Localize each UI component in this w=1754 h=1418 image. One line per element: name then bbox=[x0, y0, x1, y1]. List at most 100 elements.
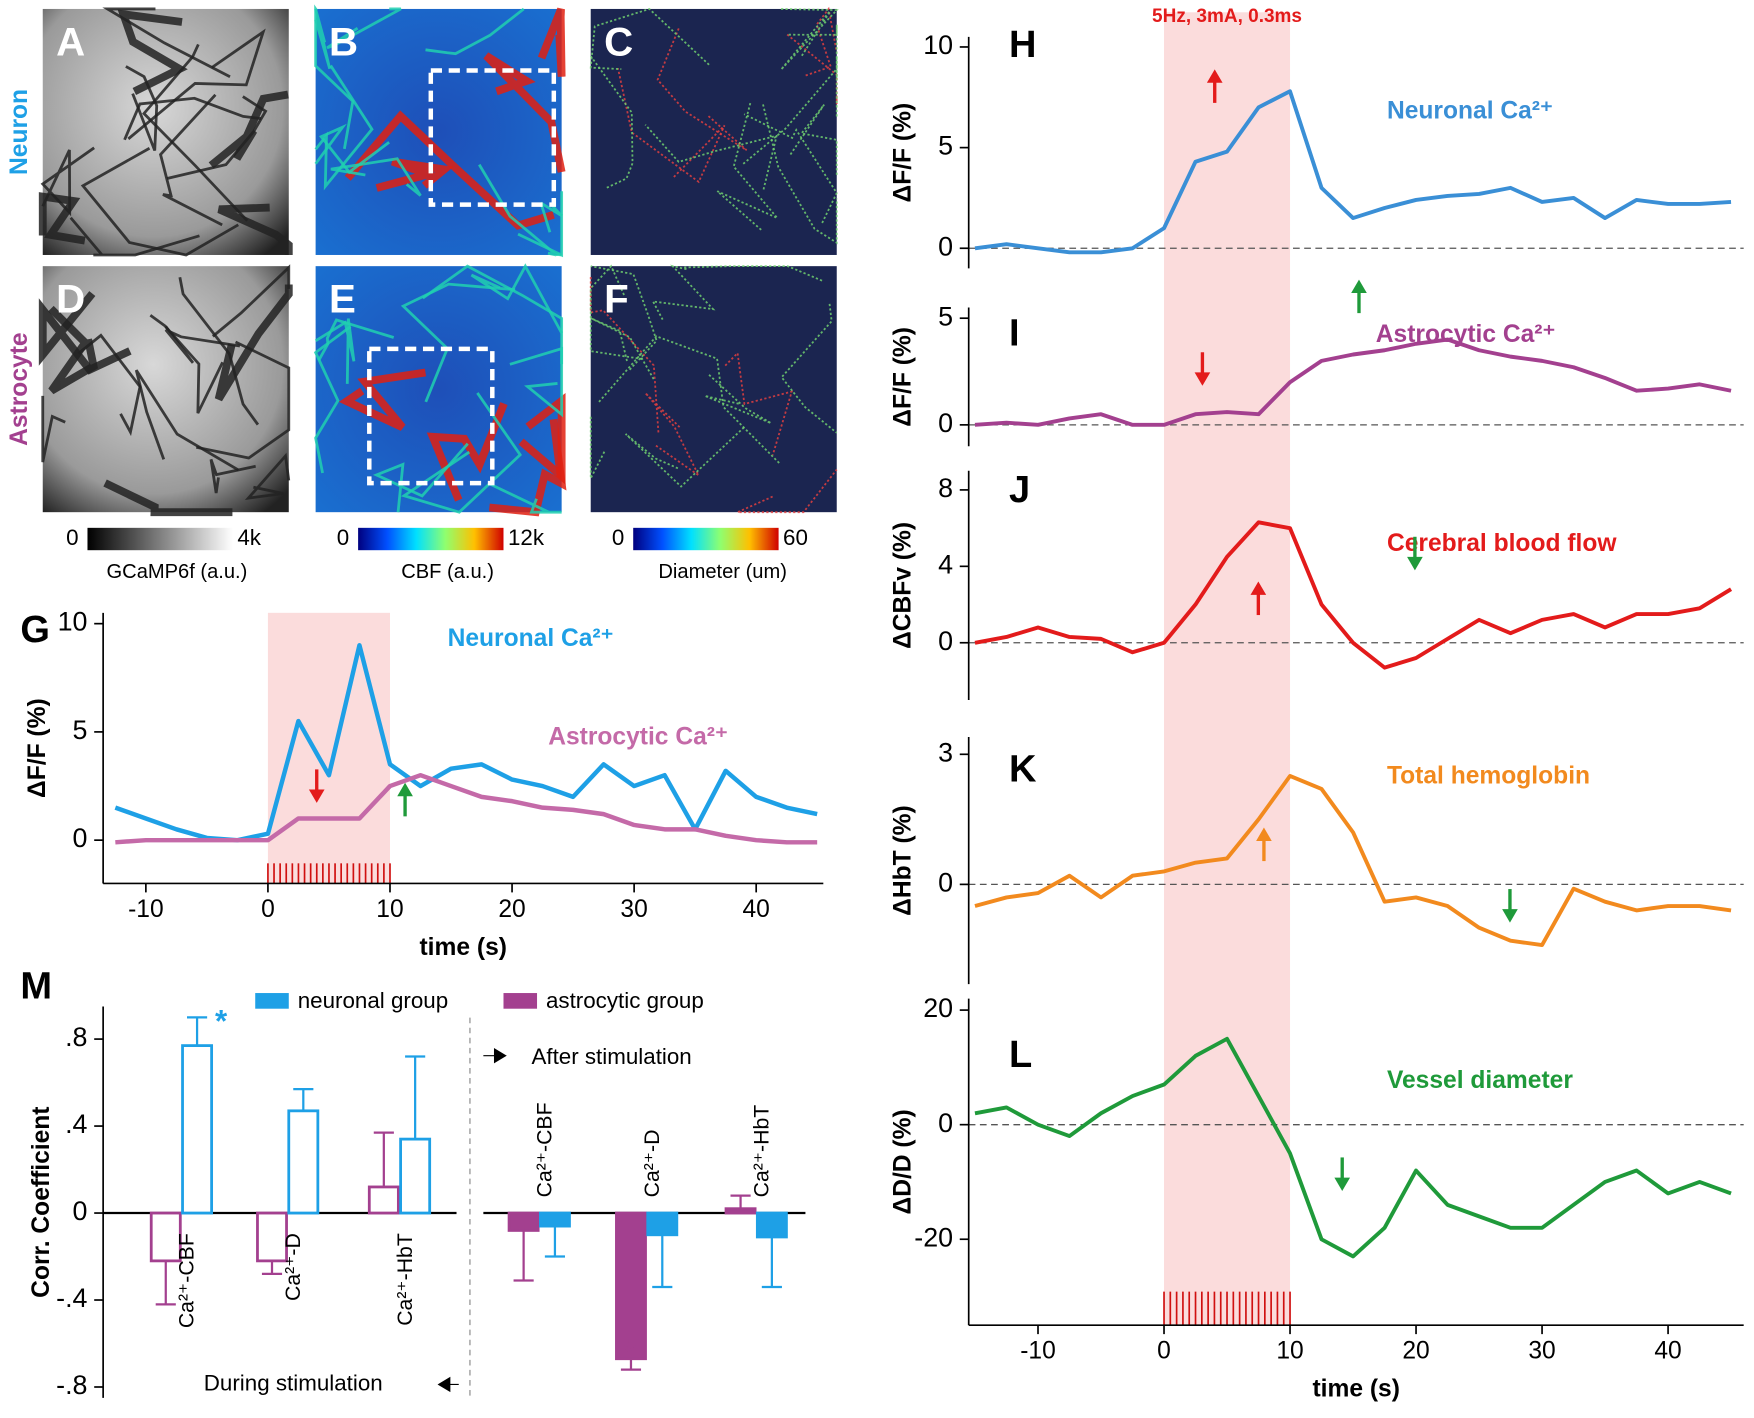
colorbar-label: CBF (a.u.) bbox=[401, 561, 494, 583]
annotation: * bbox=[215, 1004, 228, 1039]
arrow-head bbox=[1351, 279, 1367, 293]
y-tick-label: 4 bbox=[938, 549, 953, 579]
vessel bbox=[117, 9, 188, 95]
category-label: Ca²⁺-CBF bbox=[533, 1102, 557, 1197]
x-tick-label: 20 bbox=[498, 896, 525, 923]
vessel bbox=[134, 369, 240, 472]
line-chart: 0 5 10 ΔF/F (%) -10 0 10 20 30 40 time (s) Neuronal… bbox=[20, 607, 824, 961]
y-tick-label: 10 bbox=[58, 607, 88, 637]
y-axis-label: ΔCBFv (%) bbox=[889, 522, 916, 649]
series-label: Astrocytic Ca²⁺ bbox=[1376, 321, 1556, 348]
vessel bbox=[125, 65, 159, 152]
vessel bbox=[209, 458, 256, 494]
image-panel: E bbox=[313, 263, 567, 517]
vessel bbox=[589, 415, 606, 479]
vessel bbox=[589, 55, 634, 189]
arrow-head bbox=[1256, 827, 1272, 841]
vessel bbox=[77, 333, 142, 437]
vessel bbox=[69, 216, 200, 257]
panel-label: J bbox=[1009, 469, 1030, 511]
vessel bbox=[780, 303, 838, 434]
legend-label: neuronal group bbox=[298, 988, 448, 1013]
arrow-head bbox=[397, 782, 413, 797]
panel-label: B bbox=[329, 19, 358, 64]
bar bbox=[367, 1185, 400, 1215]
vessel bbox=[48, 305, 98, 395]
vessel bbox=[656, 28, 748, 152]
x-tick-label: 40 bbox=[1654, 1338, 1681, 1365]
vessel bbox=[330, 157, 422, 197]
annotation: * bbox=[624, 1333, 637, 1368]
y-tick-label: 5 bbox=[73, 715, 88, 745]
y-tick-label: -20 bbox=[914, 1222, 953, 1252]
vessel bbox=[400, 282, 516, 403]
stimulus-window bbox=[1164, 12, 1291, 1326]
group-label: After stimulation bbox=[531, 1044, 691, 1069]
x-tick-label: 0 bbox=[1157, 1338, 1171, 1365]
vessel bbox=[102, 7, 231, 78]
vessel bbox=[338, 368, 427, 431]
arrow-head bbox=[308, 789, 325, 803]
line-chart: 0 3 ΔHbT (%) Total hemoglobin K bbox=[889, 736, 1744, 985]
vessel bbox=[40, 146, 95, 217]
arrow-head bbox=[1334, 1177, 1351, 1191]
bar bbox=[755, 1211, 788, 1239]
vessel bbox=[166, 95, 268, 180]
panel-label: M bbox=[20, 966, 52, 1008]
panel-label: A bbox=[56, 19, 85, 64]
x-tick-label: 10 bbox=[376, 896, 403, 923]
bar bbox=[724, 1207, 757, 1215]
y-tick-label: 0 bbox=[938, 626, 953, 656]
vessel bbox=[142, 43, 249, 222]
panel-label: C bbox=[604, 19, 633, 64]
image-panel: A bbox=[38, 7, 293, 257]
vessel bbox=[372, 442, 469, 513]
vessel bbox=[724, 351, 794, 456]
x-tick-label: 40 bbox=[743, 896, 770, 923]
vessel bbox=[313, 325, 352, 474]
y-tick-label: 3 bbox=[938, 737, 953, 767]
bar bbox=[538, 1211, 571, 1228]
line-chart: 0 4 8 ΔCBFv (%) Cerebral blood flow J bbox=[889, 469, 1744, 701]
image bbox=[315, 8, 562, 255]
arrow-head bbox=[1206, 69, 1223, 83]
vessel bbox=[425, 7, 525, 56]
vessel bbox=[41, 395, 66, 463]
vessel bbox=[211, 264, 291, 338]
y-tick-label: 0 bbox=[938, 408, 953, 438]
bar bbox=[646, 1211, 679, 1237]
x-axis-label: time (s) bbox=[1312, 1376, 1399, 1403]
y-tick-label: 8 bbox=[938, 473, 953, 503]
x-tick-label: 0 bbox=[261, 896, 275, 923]
colorbar bbox=[633, 527, 779, 551]
vessel bbox=[651, 264, 716, 320]
vessel bbox=[762, 104, 838, 245]
vessel bbox=[509, 346, 564, 418]
vessel bbox=[789, 104, 838, 178]
vessel bbox=[314, 318, 356, 384]
row-label: Neuron bbox=[6, 89, 33, 175]
image-panel: C bbox=[589, 6, 839, 255]
vessel bbox=[317, 318, 395, 362]
vessel bbox=[704, 374, 772, 424]
vessel bbox=[123, 96, 262, 141]
legend-label: astrocytic group bbox=[546, 988, 704, 1013]
arrow-head bbox=[1250, 581, 1267, 595]
arrow-head bbox=[1194, 372, 1211, 386]
y-tick-label: 5 bbox=[938, 301, 953, 331]
image bbox=[590, 8, 837, 255]
colorbar-tick: 60 bbox=[783, 525, 808, 550]
x-tick-label: 10 bbox=[1276, 1338, 1303, 1365]
legend-swatch bbox=[503, 993, 538, 1009]
vessel bbox=[470, 263, 563, 334]
image-panel: B bbox=[314, 4, 566, 258]
series-line bbox=[974, 89, 1732, 255]
arrow bbox=[1407, 536, 1423, 571]
panel-label: L bbox=[1009, 1034, 1032, 1076]
arrow bbox=[1194, 352, 1211, 386]
vessel bbox=[644, 124, 778, 190]
arrow bbox=[397, 782, 413, 817]
y-axis-label: ΔF/F (%) bbox=[889, 103, 916, 203]
vessel bbox=[164, 325, 241, 364]
bar bbox=[149, 1211, 182, 1263]
